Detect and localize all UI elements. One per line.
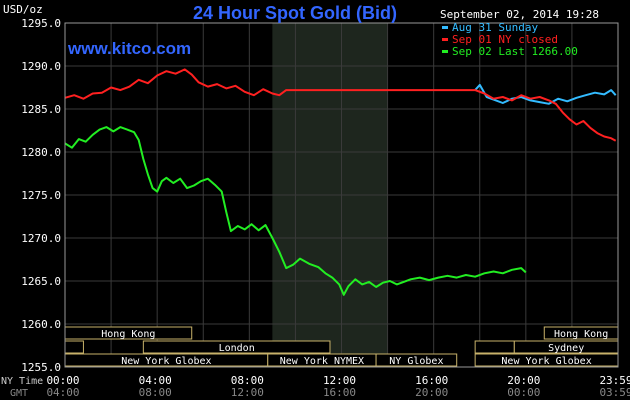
x-tick-label-ny: 23:59	[599, 374, 630, 387]
session-bar	[474, 340, 515, 354]
session-bar	[142, 340, 331, 354]
x-tick-label-ny: 16:00	[415, 374, 448, 387]
x-tick-label-gmt: 08:00	[139, 386, 172, 399]
x-tick-label-ny: 12:00	[323, 374, 356, 387]
timestamp: September 02, 2014 19:28	[440, 8, 599, 21]
ny-time-label: NY Time	[1, 376, 43, 387]
y-axis-label: USD/oz	[3, 3, 43, 16]
x-tick-label-gmt: 04:00	[46, 386, 79, 399]
market-sessions: Hong Kong Hong Kong London Sydney New York G…	[64, 326, 619, 367]
y-tick-label: 1275.0	[21, 189, 61, 202]
y-tick-label: 1295.0	[21, 17, 61, 30]
x-tick-label-ny: 00:00	[46, 374, 79, 387]
session-label: Hong Kong	[554, 329, 608, 340]
session-label: Hong Kong	[101, 329, 155, 340]
x-tick-label-gmt: 03:59	[599, 386, 630, 399]
gmt-label: GMT	[10, 388, 28, 399]
watermark: www.kitco.com	[67, 39, 191, 58]
x-tick-label-gmt: 16:00	[323, 386, 356, 399]
y-tick-label: 1280.0	[21, 146, 61, 159]
legend-entry: Sep 01 NY closed	[452, 33, 558, 46]
legend-swatch	[442, 26, 448, 29]
x-tick-label-ny: 08:00	[231, 374, 264, 387]
series-line	[64, 68, 617, 142]
y-tick-labels: 1295.0 1290.0 1285.0 1280.0 1275.0 1270.0 1265…	[21, 17, 61, 374]
y-tick-label: 1285.0	[21, 103, 61, 116]
session-label: New York Globex	[121, 356, 211, 367]
session-label: NY Globex	[389, 356, 443, 367]
x-tick-label-gmt: 12:00	[231, 386, 264, 399]
y-tick-label: 1270.0	[21, 232, 61, 245]
series-line	[474, 83, 617, 105]
session-label: New York Globex	[501, 356, 591, 367]
grid-lines	[64, 22, 619, 368]
x-tick-label-ny: 20:00	[507, 374, 540, 387]
price-series	[64, 68, 617, 296]
y-tick-label: 1290.0	[21, 60, 61, 73]
x-tick-labels: 00:0004:0004:0008:0008:0012:0012:0016:00…	[46, 374, 630, 399]
legend-swatch	[442, 38, 448, 41]
session-label: New York NYMEX	[280, 356, 364, 367]
series-line	[64, 126, 527, 296]
legend-entry: Aug 31 Sunday	[452, 21, 538, 34]
x-tick-label-ny: 04:00	[139, 374, 172, 387]
chart-title: 24 Hour Spot Gold (Bid)	[193, 3, 397, 23]
session-label: Sydney	[548, 343, 584, 354]
y-tick-label: 1265.0	[21, 275, 61, 288]
plot-frame	[64, 22, 619, 368]
legend-swatch	[442, 50, 448, 53]
y-tick-label: 1260.0	[21, 318, 61, 331]
y-tick-label: 1255.0	[21, 361, 61, 374]
session-bar	[64, 340, 84, 354]
session-bar	[375, 353, 458, 367]
x-tick-label-gmt: 00:00	[507, 386, 540, 399]
x-tick-label-gmt: 20:00	[415, 386, 448, 399]
legend-entry: Sep 02 Last 1266.00	[452, 45, 578, 58]
session-label: London	[219, 343, 255, 354]
